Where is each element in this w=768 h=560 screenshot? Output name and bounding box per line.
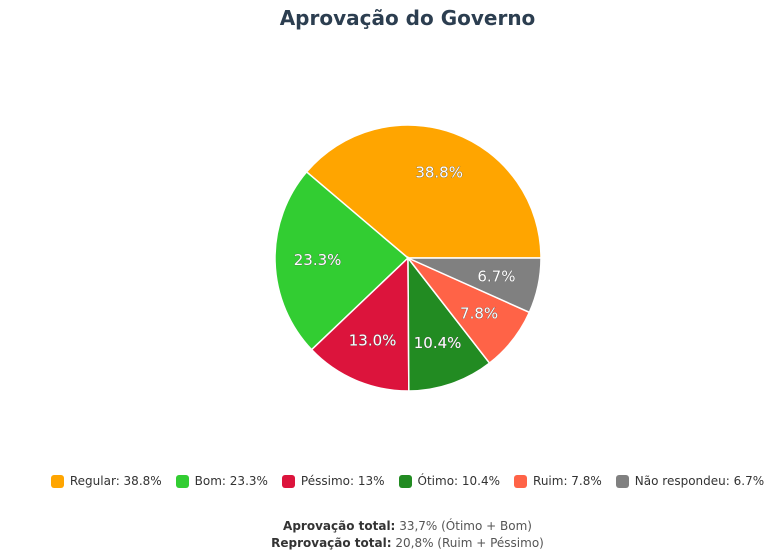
- legend-item[interactable]: Ótimo: 10.4%: [398, 474, 501, 488]
- legend-label: Péssimo: 13%: [300, 474, 385, 488]
- slice-label: 23.3%: [294, 251, 342, 269]
- legend-swatch: [175, 474, 189, 488]
- slice-label: 10.4%: [414, 334, 462, 352]
- chart-title: Aprovação do Governo: [279, 6, 536, 30]
- pie-slice-2[interactable]: [310, 256, 410, 392]
- disapproval-label: Reprovação total:: [271, 536, 392, 550]
- legend-swatch: [50, 474, 64, 488]
- legend: Regular: 38.8% Bom: 23.3% Péssimo: 13% Ótim…: [0, 474, 768, 488]
- legend-swatch: [514, 474, 528, 488]
- pie-slice-1[interactable]: [274, 170, 410, 351]
- legend-label: Bom: 23.3%: [194, 474, 268, 488]
- slice-label: 6.7%: [477, 267, 515, 285]
- approval-label: Aprovação total:: [283, 519, 396, 533]
- pie-chart: 38.8% 23.3% 13.0% 10.4% 7.8% 6.7%: [274, 124, 542, 392]
- legend-item[interactable]: Não respondeu: 6.7%: [615, 474, 765, 488]
- disapproval-value: 20,8% (Ruim + Péssimo): [395, 536, 544, 550]
- pie-slice-5[interactable]: [407, 257, 542, 314]
- slice-label: 38.8%: [415, 164, 463, 182]
- legend-item[interactable]: Péssimo: 13%: [281, 474, 385, 488]
- legend-swatch: [615, 474, 629, 488]
- legend-label: Regular: 38.8%: [69, 474, 162, 488]
- approval-value: 33,7% (Ótimo + Bom): [399, 519, 532, 533]
- legend-swatch: [398, 474, 412, 488]
- summary: Aprovação total: 33,7% (Ótimo + Bom) Rep…: [0, 518, 768, 552]
- approval-line: Aprovação total: 33,7% (Ótimo + Bom): [0, 518, 768, 535]
- legend-item[interactable]: Ruim: 7.8%: [514, 474, 602, 488]
- pie-slice-0[interactable]: [305, 124, 542, 259]
- legend-swatch: [281, 474, 295, 488]
- legend-label: Não respondeu: 6.7%: [634, 474, 765, 488]
- disapproval-line: Reprovação total: 20,8% (Ruim + Péssimo): [0, 535, 768, 552]
- legend-item[interactable]: Regular: 38.8%: [50, 474, 162, 488]
- pie-slice-3[interactable]: [407, 255, 491, 392]
- legend-label: Ruim: 7.8%: [533, 474, 602, 488]
- slice-label: 7.8%: [460, 304, 498, 322]
- legend-item[interactable]: Bom: 23.3%: [175, 474, 268, 488]
- slice-label: 13.0%: [349, 332, 397, 350]
- legend-label: Ótimo: 10.4%: [417, 474, 501, 488]
